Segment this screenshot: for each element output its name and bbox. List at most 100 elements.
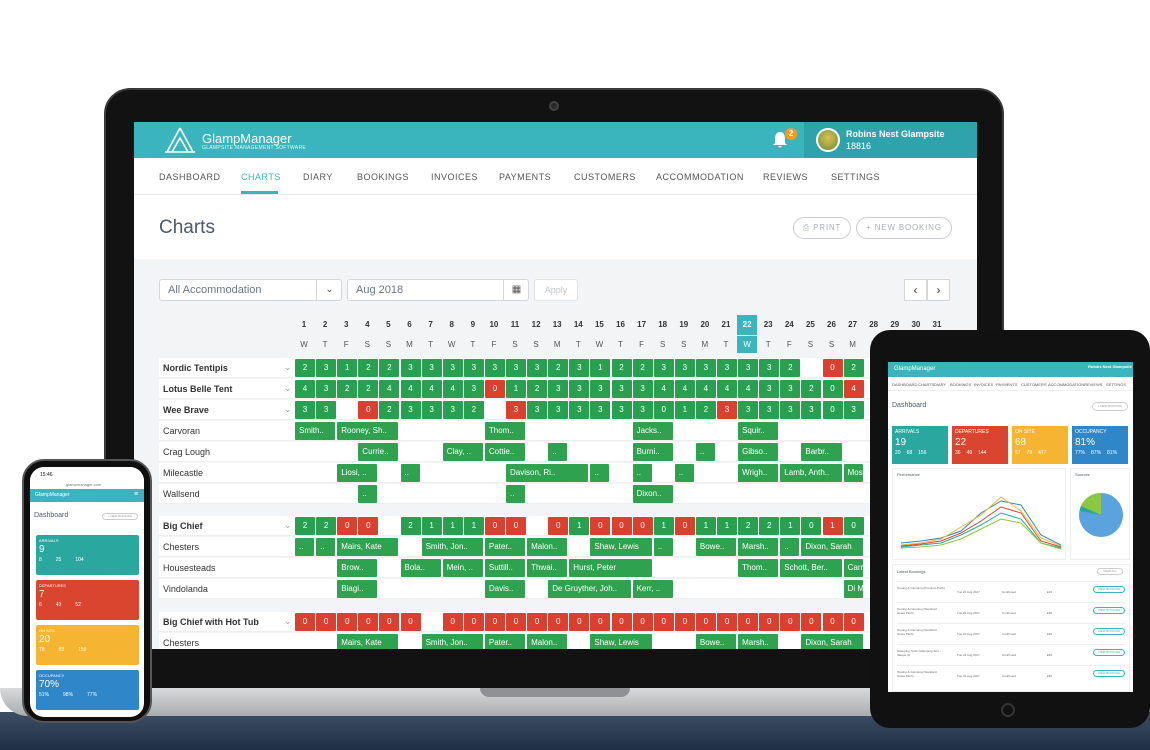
booking-bar[interactable]: Smith, Jon.. [421,634,483,649]
availability-cell[interactable]: 4 [738,380,759,398]
availability-cell[interactable]: 0 [506,613,526,631]
availability-cell[interactable]: 0 [738,613,759,631]
availability-cell[interactable]: 3 [759,401,780,419]
phone-stat-card[interactable]: OCCUPANCY 70% 51% 98% 77% [36,670,139,710]
availability-cell[interactable]: 3 [400,359,421,377]
availability-cell[interactable]: 0 [822,380,843,398]
booking-bar[interactable]: Marsh.. [738,634,779,649]
next-month-button[interactable]: › [927,279,950,301]
availability-cell[interactable]: 0 [590,517,611,535]
booking-bar[interactable]: Liosi, .. [337,464,378,482]
availability-cell[interactable]: 4 [674,380,695,398]
nav-settings[interactable]: SETTINGS [831,172,881,182]
tablet-nav-charts[interactable]: CHARTS [918,382,935,387]
booking-bar[interactable]: Cottie.. [484,443,526,461]
availability-cell[interactable]: 2 [801,380,822,398]
availability-cell[interactable]: 1 [506,380,526,398]
availability-cell[interactable]: 4 [717,380,737,398]
availability-cell[interactable]: 0 [548,613,569,631]
booking-bar[interactable]: .. [695,443,715,461]
availability-cell[interactable]: 1 [442,517,463,535]
availability-cell[interactable]: 0 [484,380,505,398]
view-booking-button[interactable]: VIEW BOOKING [1093,586,1125,593]
availability-cell[interactable]: 3 [400,401,421,419]
availability-cell[interactable]: 1 [429,617,434,626]
tablet-nav-invoices[interactable]: INVOICES [974,382,994,387]
availability-cell[interactable]: 0 [674,517,695,535]
tablet-stat-card[interactable]: ARRIVALS 19 20 68 156 [892,426,948,464]
nav-accommodation[interactable]: ACCOMMODATION [656,172,744,182]
booking-bar[interactable]: .. [653,538,673,556]
availability-cell[interactable]: 0 [843,613,864,631]
booking-bar[interactable]: Pater.. [484,634,526,649]
phone-stat-card[interactable]: DEPARTURES 7 6 43 52 [36,580,139,620]
booking-bar[interactable]: Schott, Ber.. [780,559,842,577]
availability-cell[interactable]: 1 [674,401,695,419]
booking-bar[interactable]: .. [632,464,652,482]
booking-bar[interactable]: Gibso.. [738,443,779,461]
availability-cell[interactable]: 1 [822,517,843,535]
booking-bar[interactable]: Squir.. [738,422,779,440]
availability-cell[interactable]: 4 [653,380,674,398]
chevron-icon[interactable]: ⌄ [284,520,292,530]
chevron-icon[interactable]: ⌄ [284,404,292,414]
tablet-nav-bookings[interactable]: BOOKINGS [950,382,972,387]
availability-cell[interactable]: 4 [695,380,716,398]
booking-bar[interactable]: Jacks.. [632,422,673,440]
tablet-stat-card[interactable]: ON SITE 68 57 79 477 [1012,426,1068,464]
availability-cell[interactable]: 0 [358,401,379,419]
booking-bar[interactable]: Malon.. [527,538,568,556]
booking-bar[interactable]: Clay, .. [442,443,483,461]
availability-cell[interactable]: 0 [358,517,379,535]
view-booking-button[interactable]: VIEW BOOKING [1093,607,1125,614]
availability-cell[interactable]: 3 [611,380,632,398]
nav-dashboard[interactable]: DASHBOARD [159,172,221,182]
availability-cell[interactable]: 3 [548,401,569,419]
booking-bar[interactable]: Shaw, Lewis [590,634,652,649]
view-booking-button[interactable]: VIEW BOOKING [1093,649,1125,656]
booking-bar[interactable]: Thwai.. [527,559,568,577]
booking-bar[interactable]: Smith.. [295,422,336,440]
availability-cell[interactable]: 2 [738,517,759,535]
booking-bar[interactable]: Kerr, .. [632,580,673,598]
booking-bar[interactable]: De Gruyther, Joh.. [548,580,631,598]
availability-cell[interactable]: 3 [442,359,463,377]
booking-bar[interactable]: Shaw, Lewis [590,538,652,556]
availability-cell[interactable]: 0 [632,613,653,631]
availability-cell[interactable]: 0 [611,613,632,631]
month-input[interactable]: Aug 2018 ▦ [347,279,529,301]
availability-cell[interactable]: 1 [590,359,611,377]
availability-cell[interactable]: 0 [337,517,358,535]
availability-cell[interactable]: 3 [316,401,337,419]
availability-cell[interactable]: 0 [590,613,611,631]
availability-cell[interactable]: 4 [442,380,463,398]
tablet-nav-diary[interactable]: DIARY [934,382,947,387]
availability-cell[interactable]: 2 [843,359,864,377]
view-booking-button[interactable]: VIEW BOOKING [1093,628,1125,635]
availability-cell[interactable]: 3 [843,401,864,419]
booking-bar[interactable]: Dixon.. [632,485,673,503]
availability-cell[interactable]: 2 [344,405,350,414]
availability-cell[interactable]: 2 [358,380,379,398]
availability-cell[interactable]: 2 [611,359,632,377]
availability-cell[interactable]: 3 [801,401,822,419]
booking-bar[interactable]: Mein, .. [442,559,483,577]
booking-bar[interactable]: .. [506,485,526,503]
availability-cell[interactable]: 2 [379,359,400,377]
user-menu[interactable]: Robins Nest Glampsite 18816 [804,122,977,158]
booking-bar[interactable]: .. [590,464,610,482]
availability-cell[interactable]: 3 [632,380,653,398]
availability-cell[interactable]: 3 [759,380,780,398]
menu-icon[interactable]: ≡ [134,491,139,498]
phone-stat-card[interactable]: ARRIVALS 9 8 25 104 [36,535,139,575]
availability-cell[interactable]: 0 [695,613,716,631]
availability-cell[interactable]: 3 [421,401,442,419]
availability-cell[interactable]: 0 [484,517,505,535]
booking-bar[interactable]: Dixon, Sarah [801,634,863,649]
availability-cell[interactable]: 3 [611,401,632,419]
availability-cell[interactable]: 2 [548,359,569,377]
nav-payments[interactable]: PAYMENTS [499,172,552,182]
accommodation-select[interactable]: All Accommodation ⌄ [159,279,342,301]
chevron-down-icon[interactable]: ⌄ [316,280,342,300]
availability-cell[interactable]: 1 [695,517,716,535]
